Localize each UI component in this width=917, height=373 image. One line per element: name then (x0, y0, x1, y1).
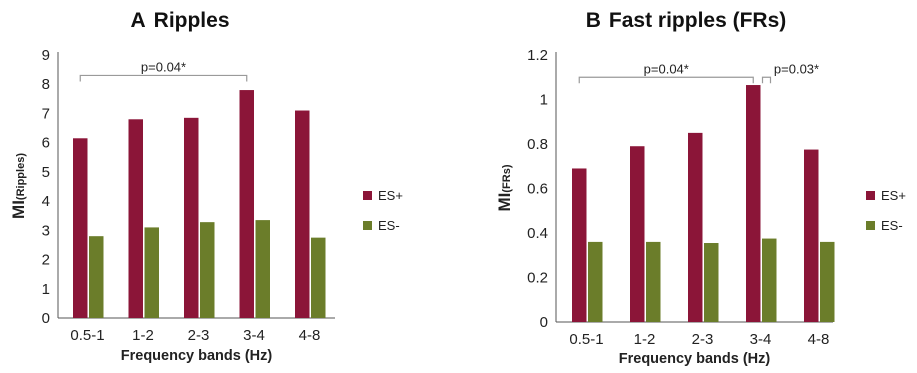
legend-swatch-es-minus (866, 221, 875, 230)
bar-es-plus-1-2 (630, 146, 645, 322)
y-tick-label: 1 (42, 281, 50, 298)
x-tick-label: 3-4 (243, 327, 265, 344)
bracket-line (761, 76, 772, 84)
x-tick-label: 1-2 (132, 327, 154, 344)
legend-swatch-es-plus (866, 191, 875, 200)
ripples-chart-svg: A Ripples 0 1 2 3 4 5 6 7 8 9 0.5-1 1-2 2-3 3-4 4-8 Frequ… (9, 9, 403, 364)
y-axis-label-sub: (Ripples) (15, 153, 27, 200)
legend-label-es-plus: ES+ (881, 188, 906, 203)
x-tick-label: 0.5-1 (70, 327, 104, 344)
x-tick-label: 2-3 (692, 331, 714, 348)
p-value-label: p=0.04* (141, 59, 186, 74)
x-axis-label: Frequency bands (Hz) (619, 351, 771, 367)
bracket-line (578, 76, 754, 84)
bar-es-minus-3-4 (762, 238, 777, 322)
x-tick-label: 3-4 (750, 331, 772, 348)
y-tick-label: 3 (42, 222, 50, 239)
bar-es-plus-3-4 (746, 85, 761, 322)
x-axis-label: Frequency bands (Hz) (121, 348, 273, 364)
y-tick-label: 6 (42, 135, 50, 152)
y-tick-label: 9 (42, 47, 50, 64)
y-tick-label: 0.8 (527, 136, 548, 153)
bar-es-plus-4-8 (295, 110, 310, 319)
bar-es-plus-2-3 (184, 117, 199, 318)
y-axis-label: MI(Ripples) (9, 153, 28, 219)
chart-panel-ripples: A Ripples 0 1 2 3 4 5 6 7 8 9 0.5-1 1-2 2-3 3-4 4-8 Frequ… (0, 0, 458, 373)
y-tick-label: 0.4 (527, 225, 548, 242)
significance-bracket: p=0.03* (761, 61, 819, 84)
bar-es-minus-1-2 (144, 227, 159, 318)
bar-es-minus-4-8 (820, 241, 835, 322)
bar-es-minus-2-3 (200, 222, 215, 318)
y-tick-label: 5 (42, 164, 50, 181)
bar-es-minus-4-8 (311, 237, 326, 318)
y-tick-label: 0.2 (527, 270, 548, 287)
p-value-label: p=0.03* (774, 61, 819, 76)
chart-panel-fast-ripples: B Fast ripples (FRs) 0 0.2 0.4 0.6 0.8 1 1.2 0.5-… (458, 0, 917, 373)
y-tick-label: 0.6 (527, 181, 548, 198)
bar-es-plus-1-2 (128, 119, 143, 319)
x-tick-label: 0.5-1 (569, 331, 603, 348)
bar-es-minus-3-4 (255, 220, 270, 318)
legend-label-es-minus: ES- (881, 218, 903, 233)
legend-label-es-plus: ES+ (378, 188, 403, 203)
x-tick-label: 4-8 (808, 331, 830, 348)
bar-es-plus-3-4 (239, 90, 254, 318)
chart-title-text: Ripples (154, 9, 230, 32)
significance-bracket: p=0.04* (79, 59, 248, 82)
bar-es-plus-2-3 (688, 132, 703, 322)
y-axis-label-main: MI (9, 200, 28, 219)
legend-swatch-es-plus (363, 191, 372, 200)
y-axis-label-main: MI (495, 193, 514, 212)
chart-title-text: Fast ripples (FRs) (609, 9, 786, 32)
y-tick-label: 4 (42, 193, 50, 210)
y-tick-label: 8 (42, 76, 50, 93)
bar-es-plus-0.5-1 (572, 168, 587, 322)
bar-es-minus-0.5-1 (89, 236, 104, 318)
y-tick-label: 2 (42, 252, 50, 269)
bar-es-minus-2-3 (704, 243, 719, 322)
y-tick-label: 1.2 (527, 47, 548, 64)
y-tick-label: 7 (42, 105, 50, 122)
bar-es-plus-0.5-1 (73, 138, 88, 318)
y-tick-label: 1 (540, 92, 548, 109)
x-tick-label: 1-2 (634, 331, 656, 348)
bar-es-minus-1-2 (646, 241, 661, 322)
y-axis-label-sub: (FRs) (501, 164, 513, 192)
y-tick-label: 0 (540, 314, 548, 331)
bracket-line (79, 74, 248, 82)
x-tick-label: 4-8 (299, 327, 321, 344)
p-value-label: p=0.04* (644, 61, 689, 76)
panel-letter: A (130, 9, 145, 32)
significance-bracket: p=0.04* (578, 61, 754, 84)
chart-title: A Ripples (130, 9, 229, 32)
bar-es-plus-4-8 (804, 149, 819, 322)
legend-swatch-es-minus (363, 221, 372, 230)
chart-title: B Fast ripples (FRs) (586, 9, 787, 32)
fast-ripples-chart-svg: B Fast ripples (FRs) 0 0.2 0.4 0.6 0.8 1 1.2 0.5-… (495, 9, 906, 367)
x-tick-label: 2-3 (188, 327, 210, 344)
y-axis-label: MI(FRs) (495, 164, 514, 211)
bar-es-minus-0.5-1 (588, 241, 603, 322)
legend-label-es-minus: ES- (378, 218, 400, 233)
y-tick-label: 0 (42, 310, 50, 327)
panel-letter: B (586, 9, 601, 32)
